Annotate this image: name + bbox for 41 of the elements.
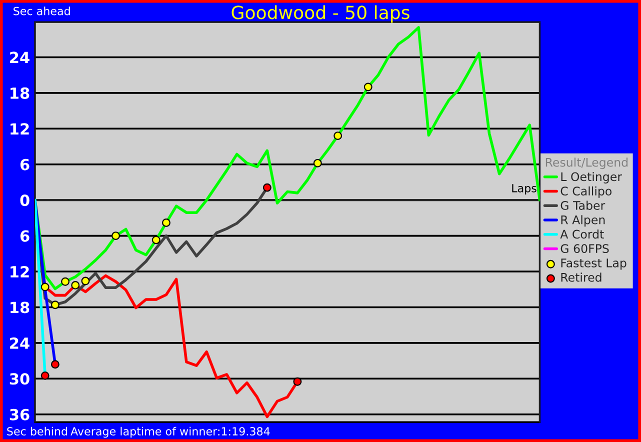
legend-title: Result/Legend (546, 158, 628, 170)
point (152, 236, 160, 244)
point (112, 232, 120, 240)
point (50, 360, 60, 369)
y-tick-label: 36 (10, 408, 30, 420)
y-tick-label: 18 (10, 87, 30, 99)
legend-label: Retired (561, 272, 602, 282)
y-tick-label: 6 (20, 158, 30, 170)
y-axis-title: Sec ahead (14, 6, 70, 16)
legend-label: L Oetinger (561, 172, 622, 184)
y-tick-label: 24 (10, 337, 30, 349)
y-tick-label: 18 (10, 302, 30, 314)
y-tick-label: 30 (10, 373, 30, 385)
point (40, 282, 50, 292)
line-series (35, 26, 540, 290)
legend-label: C Callipo (560, 186, 612, 198)
point (364, 82, 372, 92)
y-tick-label: 0 (20, 194, 30, 206)
legend-label: Fastest Lap (561, 258, 626, 270)
point (40, 371, 50, 380)
legend-label: R Alpen (561, 215, 605, 227)
point (71, 280, 80, 290)
point (293, 377, 302, 386)
legend-label: G 60FPS (560, 244, 609, 254)
point (61, 277, 70, 286)
y-tick-label: 12 (10, 266, 29, 278)
point (334, 132, 342, 140)
text: Sec behind (7, 426, 68, 436)
point (50, 300, 60, 310)
legend-label: G Taber (560, 200, 606, 210)
x-axis-title: Laps (512, 184, 536, 195)
y-tick-label: 6 (20, 230, 30, 242)
point (262, 183, 272, 192)
point (162, 218, 170, 227)
text: Average laptime of winner:1:19.384 (70, 426, 270, 438)
legend-label: A Cordt (560, 230, 604, 239)
y-tick-label: 12 (10, 123, 29, 134)
y-tick-label: 24 (10, 52, 30, 64)
point (81, 276, 90, 286)
point (313, 158, 322, 168)
chart-title: Goodwood - 50 laps (232, 5, 410, 23)
